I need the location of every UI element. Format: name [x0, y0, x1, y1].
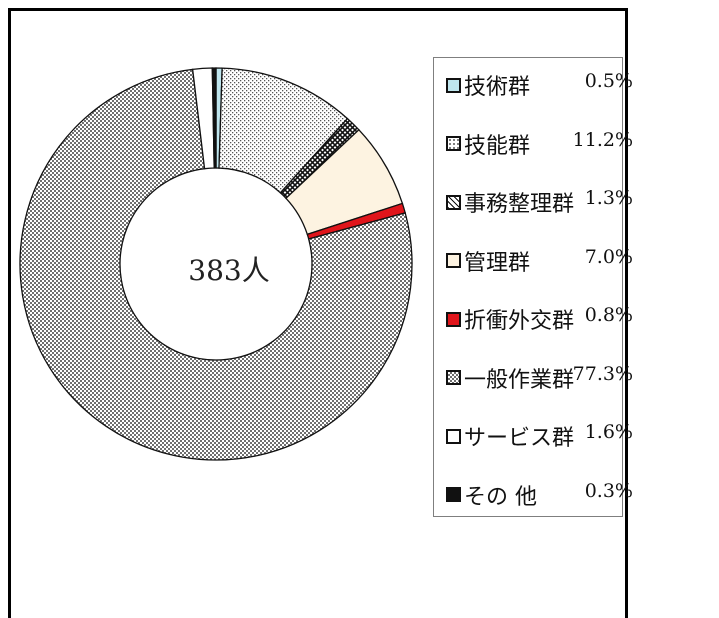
legend-swatch: [446, 370, 461, 385]
data-label-percent: 0.3%: [584, 479, 633, 502]
data-label-percent: 77.3%: [572, 362, 633, 385]
legend-label: 一般作業群: [464, 367, 575, 393]
legend-item: 技能群: [446, 129, 530, 159]
legend-swatch: [446, 487, 461, 502]
legend-item: 折衝外交群: [446, 304, 574, 334]
legend-label: 事務整理群: [464, 192, 575, 217]
legend-label: 折衝外交群: [464, 309, 575, 334]
legend-item: 管理群: [446, 246, 530, 276]
legend: 技術群技能群事務整理群管理群折衝外交群一般作業群サービス群その 他: [433, 57, 623, 517]
legend-swatch: [446, 136, 461, 151]
legend-label: 管理群: [464, 250, 531, 276]
data-label-percent: 11.2%: [572, 128, 633, 151]
legend-swatch: [446, 311, 461, 327]
legend-swatch: [446, 77, 461, 93]
legend-item: その 他: [446, 480, 537, 510]
legend-label: 技術群: [464, 75, 531, 100]
legend-swatch: [446, 194, 461, 210]
legend-label: 技能群: [464, 133, 531, 159]
donut-slice-6: [19, 68, 413, 461]
legend-label: サービス群: [464, 426, 575, 451]
legend-swatch: [446, 428, 461, 444]
legend-item: サービス群: [446, 421, 574, 451]
donut-slice-8: [211, 67, 217, 169]
data-label-percent: 0.5%: [584, 70, 633, 92]
legend-item: 技術群: [446, 70, 530, 100]
data-label-percent: 1.3%: [584, 187, 633, 209]
donut-center-label: 383人: [188, 254, 269, 287]
legend-item: 一般作業群: [446, 363, 574, 393]
legend-swatch: [446, 253, 461, 268]
data-label-percent: 1.6%: [584, 421, 633, 443]
legend-label: その 他: [464, 484, 537, 510]
data-label-percent: 0.8%: [584, 304, 633, 326]
data-label-percent: 7.0%: [584, 245, 633, 268]
legend-item: 事務整理群: [446, 187, 574, 217]
